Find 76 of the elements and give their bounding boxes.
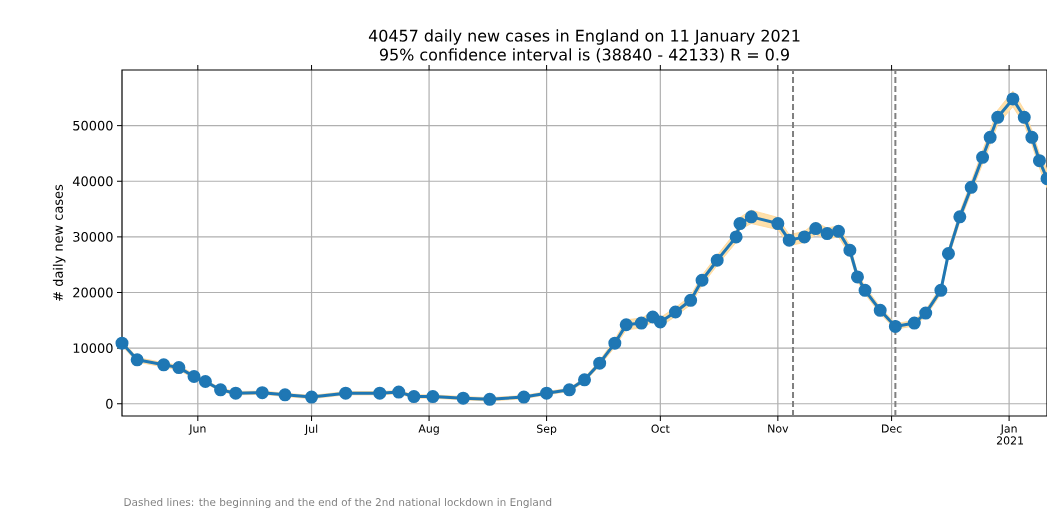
- y-tick-label: 20000: [73, 287, 113, 298]
- point: [1006, 92, 1020, 106]
- point: [653, 315, 667, 329]
- chart-subtitle: 95% confidence interval is (38840 - 42133) R = 0.9: [379, 48, 789, 63]
- point: [907, 316, 921, 330]
- x-tick-label: Jul: [304, 424, 318, 436]
- point: [809, 222, 823, 236]
- y-tick-label: 30000: [73, 231, 113, 242]
- point: [130, 353, 144, 367]
- point: [305, 390, 319, 404]
- y-tick-label: 10000: [73, 343, 113, 354]
- text: Dashed lines: the beginning and the end of the 2nd national lockdown in England: [124, 497, 552, 509]
- point: [392, 385, 406, 399]
- point: [873, 303, 887, 317]
- point: [797, 230, 811, 244]
- point: [964, 180, 978, 194]
- point: [953, 210, 967, 224]
- point: [562, 383, 576, 397]
- point: [608, 336, 622, 350]
- y-tick-label: 0: [106, 398, 113, 409]
- point: [198, 375, 212, 389]
- chart-title: 40457 daily new cases in England on 11 January 2021: [368, 29, 800, 45]
- x-tick-label: Jun: [188, 424, 206, 435]
- point: [744, 210, 758, 224]
- point: [733, 217, 747, 231]
- point: [729, 230, 743, 244]
- x-tick-label: Dec: [882, 424, 902, 433]
- point: [832, 224, 846, 238]
- point: [540, 386, 554, 400]
- point: [426, 390, 440, 404]
- point: [483, 392, 497, 406]
- point: [820, 227, 834, 241]
- point: [407, 390, 421, 404]
- y-axis-title: # daily new cases: [52, 184, 66, 301]
- x-tick-label: Sep: [536, 424, 557, 435]
- x-tick-label: Jan 2021: [996, 424, 1024, 445]
- x-tick-label: Oct: [651, 424, 670, 433]
- point: [1025, 130, 1039, 144]
- point: [255, 386, 269, 400]
- point: [771, 217, 785, 231]
- point: [1032, 154, 1046, 168]
- point: [278, 388, 292, 402]
- point: [157, 358, 171, 372]
- point: [339, 386, 353, 400]
- point: [172, 361, 186, 375]
- point: [858, 283, 872, 297]
- point: [710, 253, 724, 267]
- point: [991, 110, 1005, 124]
- point: [593, 356, 607, 370]
- point: [229, 386, 243, 400]
- y-tick-label: 50000: [73, 120, 113, 131]
- point: [1017, 110, 1031, 124]
- point: [695, 273, 709, 287]
- point: [976, 150, 990, 164]
- point: [843, 243, 857, 257]
- point: [888, 319, 902, 333]
- point: [115, 336, 129, 350]
- point: [983, 130, 997, 144]
- point: [578, 373, 592, 387]
- y-tick-label: 40000: [72, 176, 113, 187]
- point: [782, 233, 796, 247]
- point: [214, 383, 228, 397]
- point: [934, 283, 948, 297]
- point: [187, 370, 201, 383]
- point: [373, 386, 387, 400]
- x-tick-label: Aug: [418, 424, 439, 435]
- point: [684, 293, 698, 307]
- point: [456, 391, 470, 405]
- point: [634, 316, 648, 330]
- point: [517, 390, 531, 404]
- point: [919, 306, 933, 320]
- point: [941, 247, 955, 261]
- point: [668, 305, 682, 319]
- point: [619, 318, 633, 332]
- x-tick-label: Nov: [768, 424, 789, 433]
- point: [850, 270, 864, 284]
